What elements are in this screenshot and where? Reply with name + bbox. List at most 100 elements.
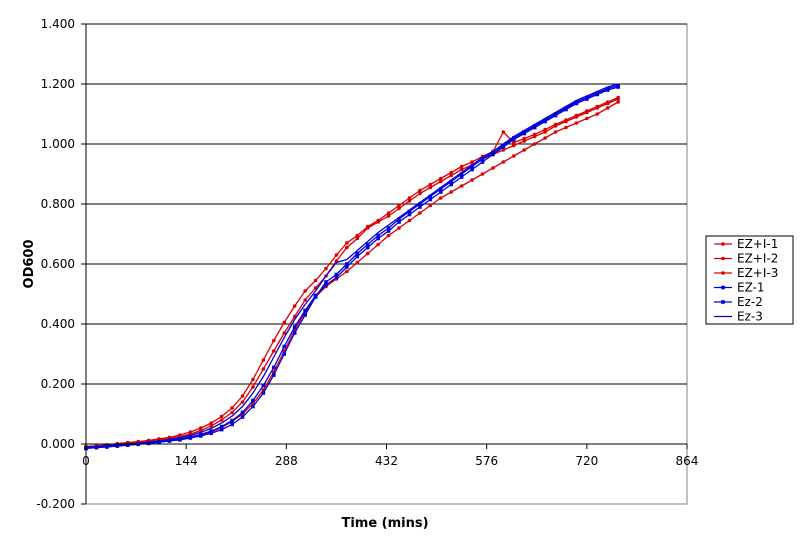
y-tick-label: 1.200 (41, 77, 75, 91)
data-point (386, 233, 391, 238)
data-point (386, 226, 391, 230)
x-tick-label: 288 (275, 454, 298, 468)
data-point (324, 266, 328, 271)
data-point (240, 394, 245, 398)
data-point (449, 179, 453, 184)
data-point (376, 242, 380, 247)
y-tick-label: 0.800 (41, 197, 75, 211)
data-point (282, 320, 287, 325)
data-point (428, 197, 433, 202)
data-point (219, 414, 224, 419)
data-point (198, 432, 203, 437)
data-point (313, 293, 318, 298)
data-point (209, 429, 214, 433)
data-point (386, 211, 391, 215)
data-point (428, 185, 433, 190)
data-point (292, 325, 297, 329)
data-point (543, 119, 547, 124)
x-tick-label: 576 (475, 454, 498, 468)
x-tick-label: 864 (676, 454, 699, 468)
data-point (355, 260, 360, 265)
data-point (511, 143, 516, 148)
data-point (240, 410, 245, 415)
data-point (303, 289, 307, 293)
data-point (397, 220, 401, 224)
data-point (303, 313, 307, 317)
data-point (585, 116, 589, 121)
data-point (418, 188, 422, 193)
legend-label: Ez-2 (737, 295, 763, 309)
series-line (85, 84, 619, 450)
data-point (553, 113, 558, 118)
data-point (251, 377, 255, 382)
data-point (470, 167, 474, 172)
data-point (313, 278, 318, 283)
data-point (438, 190, 443, 194)
data-point (188, 435, 193, 439)
y-tick-label: 1.400 (41, 17, 75, 31)
data-point (365, 224, 370, 229)
data-point (230, 410, 234, 415)
data-point (355, 254, 360, 259)
data-point (261, 367, 266, 371)
data-point (501, 148, 506, 152)
data-point (324, 283, 328, 287)
data-point (167, 435, 172, 440)
data-point (553, 130, 558, 134)
data-point (365, 242, 370, 247)
data-point (230, 422, 234, 427)
data-point (261, 383, 266, 388)
data-point (595, 112, 600, 116)
legend-item: EZ+I-2 (714, 252, 778, 266)
data-point (219, 424, 224, 429)
data-point (449, 182, 453, 187)
data-point (585, 109, 589, 113)
data-point (198, 426, 203, 430)
legend-box (705, 235, 794, 325)
data-point (459, 172, 464, 176)
series-group (84, 83, 620, 451)
gridlines (86, 23, 687, 445)
legend-item: EZ-1 (714, 281, 765, 295)
legend-label: EZ+I-1 (737, 237, 778, 251)
data-point (209, 431, 214, 435)
data-point (532, 142, 537, 146)
data-point (470, 178, 474, 182)
data-point (397, 217, 401, 221)
x-tick-label: 432 (375, 454, 398, 468)
data-point (407, 199, 412, 203)
data-point (428, 182, 433, 187)
data-point (605, 106, 610, 110)
data-point (522, 131, 527, 136)
legend: EZ+I-1EZ+I-2EZ+I-3EZ-1Ez-2Ez-3 (705, 235, 794, 325)
data-point (501, 145, 506, 149)
data-point (365, 251, 370, 256)
legend-label: EZ+I-3 (737, 266, 778, 280)
data-point (251, 404, 255, 409)
data-point (407, 212, 412, 217)
data-point (605, 100, 610, 104)
data-point (511, 137, 516, 142)
data-point (511, 154, 516, 158)
data-point (376, 218, 380, 223)
legend-item: Ez-3 (714, 310, 763, 324)
data-point (209, 424, 214, 428)
legend-label: EZ-1 (737, 281, 765, 295)
data-point (470, 164, 474, 169)
series-line (85, 96, 619, 448)
data-point (480, 160, 485, 164)
series-line (85, 83, 619, 448)
data-point (553, 122, 558, 127)
legend-marker (721, 271, 725, 275)
legend-item: EZ+I-1 (714, 237, 778, 251)
data-point (595, 92, 600, 97)
data-point (397, 203, 401, 208)
data-point (459, 164, 464, 169)
data-point (616, 95, 620, 100)
data-point (397, 226, 401, 230)
data-point (178, 437, 182, 441)
y-tick-label: 0.200 (41, 377, 75, 391)
data-point (345, 269, 349, 274)
data-point (272, 365, 276, 370)
